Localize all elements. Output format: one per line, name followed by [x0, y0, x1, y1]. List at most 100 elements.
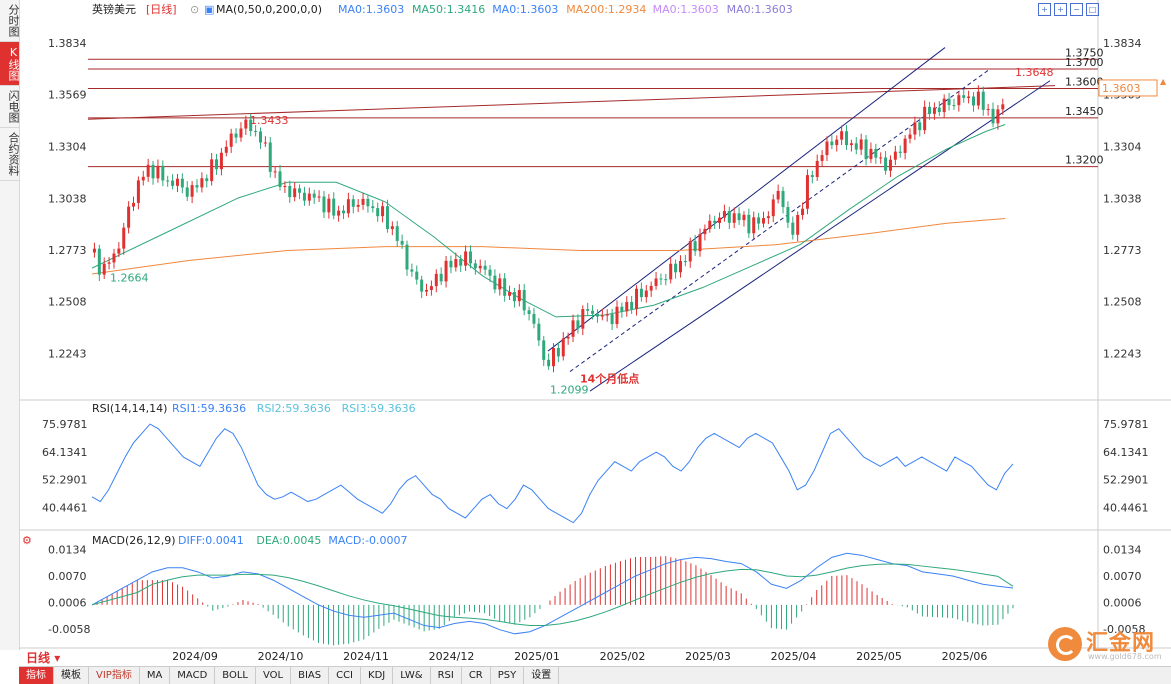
candle-body [532, 314, 536, 324]
macd-value: MACD:-0.0007 [328, 534, 407, 547]
toolbar-item-8[interactable]: CCI [329, 667, 362, 684]
candle-body [146, 164, 150, 177]
toolbar-indicator[interactable]: 指标 [19, 667, 54, 684]
candle-body [503, 278, 507, 296]
tab-contract-info[interactable]: 合约资料 [0, 128, 20, 181]
candle-body [434, 273, 438, 287]
tab-time-sharing[interactable]: 分时图 [0, 0, 20, 42]
candle-body [107, 262, 111, 264]
toolbar-item-3[interactable]: MA [140, 667, 171, 684]
logo-mark-icon [1048, 627, 1082, 661]
low-label: 1.2099 [550, 384, 589, 397]
candle-body [923, 106, 927, 131]
toolbar-item-12[interactable]: CR [462, 667, 491, 684]
candle-body [288, 186, 292, 198]
candle-body [141, 176, 145, 181]
fullscreen-icon[interactable]: □ [1086, 3, 1099, 16]
toolbar-item-1[interactable]: 模板 [54, 667, 89, 684]
candle-body [727, 211, 731, 223]
candle-body [664, 279, 668, 281]
candle-body [258, 131, 262, 143]
logo: 汇金网 www.gold678.com [1048, 625, 1166, 665]
candle-body [722, 211, 726, 218]
candle-body [415, 271, 419, 280]
candle-body [801, 208, 805, 216]
candle-body [219, 152, 223, 170]
candle-body [854, 143, 858, 150]
candle-body [600, 315, 604, 317]
toolbar-item-2[interactable]: VIP指标 [89, 667, 140, 684]
candle-body [630, 302, 634, 310]
channel-upper-line [547, 47, 946, 352]
candle-body [561, 338, 565, 357]
candle-body [820, 155, 824, 161]
candle-body [342, 210, 346, 214]
candle-body [761, 218, 765, 224]
x-tick-label: 2025/06 [942, 650, 988, 663]
y-tick-label: 1.2773 [1103, 244, 1142, 257]
tab-kline[interactable]: K线图 [0, 42, 20, 86]
candle-body [967, 96, 971, 98]
toolbar-item-4[interactable]: MACD [170, 667, 216, 684]
candle-body [849, 143, 853, 146]
toolbar-item-14[interactable]: 设置 [524, 667, 560, 684]
toolbar-item-7[interactable]: BIAS [291, 667, 330, 684]
candle-body [337, 210, 341, 216]
candle-body [576, 320, 580, 329]
y-tick-label-left: 1.3569 [48, 89, 87, 102]
y-tick-label: 1.2243 [1103, 347, 1142, 360]
sloping-resistance-line [87, 85, 1056, 120]
candle-body [322, 196, 326, 213]
x-tick-label: 2024/12 [429, 650, 475, 663]
toolbar-item-6[interactable]: VOL [256, 667, 292, 684]
zoom-in-icon[interactable]: + [1054, 3, 1067, 16]
candle-body [112, 253, 116, 263]
candle-body [420, 279, 424, 292]
tab-flash-chart[interactable]: 闪电图 [0, 86, 20, 128]
zoom-out-icon[interactable]: − [1070, 3, 1083, 16]
candle-body [644, 290, 648, 298]
candle-body [205, 178, 209, 182]
candle-body [703, 228, 707, 235]
rsi-tick-label: 75.9781 [1103, 418, 1149, 431]
ma-value: MA0:1.3603 [492, 3, 558, 16]
candle-body [356, 204, 360, 207]
candle-body [229, 133, 233, 147]
candle-body [796, 215, 800, 235]
candle-body [302, 192, 306, 201]
period-selector[interactable]: 日线 ▾ [26, 651, 61, 665]
toolbar-item-5[interactable]: BOLL [215, 667, 256, 684]
candle-body [864, 139, 868, 160]
y-tick-label-left: 1.2773 [48, 244, 87, 257]
candle-body [132, 202, 136, 207]
candle-body [102, 263, 106, 275]
candle-body [405, 244, 409, 270]
channel-mid-line [569, 68, 991, 372]
candle-body [283, 186, 287, 188]
crosshair-icon[interactable]: + [1038, 3, 1051, 16]
candle-body [835, 139, 839, 146]
x-tick-label: 2024/09 [172, 650, 218, 663]
rsi-tick-label: 52.2901 [1103, 474, 1149, 487]
candle-body [166, 180, 170, 182]
x-tick-label: 2025/05 [856, 650, 902, 663]
candle-body [810, 175, 814, 178]
macd-dea-line [91, 563, 1014, 627]
macd-value: DEA:0.0045 [256, 534, 321, 547]
candle-body [1001, 104, 1005, 110]
settings-icon: ⊙ [190, 3, 199, 16]
toolbar-item-10[interactable]: LW& [393, 667, 431, 684]
toolbar-item-9[interactable]: KDJ [361, 667, 394, 684]
toolbar-item-13[interactable]: PSY [491, 667, 525, 684]
candle-body [366, 198, 370, 207]
y-tick-label-left: 1.3304 [48, 140, 87, 153]
toolbar-item-11[interactable]: RSI [431, 667, 462, 684]
candle-body [581, 309, 585, 329]
macd-tick-label-left: 0.0134 [48, 544, 87, 557]
candle-body [249, 119, 253, 132]
ma-label: MA(0,50,0,200,0,0) [216, 3, 322, 16]
y-tick-label-left: 1.2508 [48, 296, 87, 309]
candle-body [268, 142, 272, 172]
candle-body [210, 159, 214, 182]
